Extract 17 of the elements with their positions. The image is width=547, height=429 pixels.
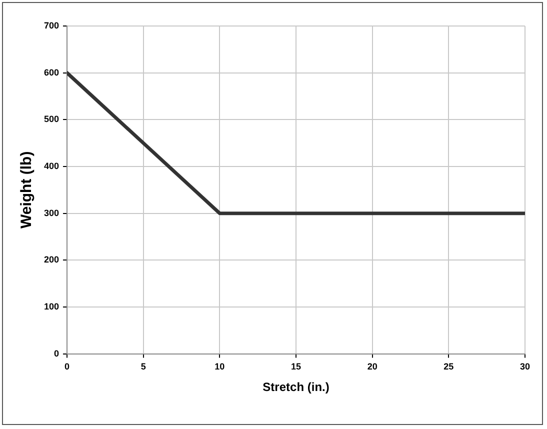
x-tick-label: 30 bbox=[520, 362, 530, 372]
x-axis-title: Stretch (in.) bbox=[262, 380, 330, 394]
y-tick-label: 500 bbox=[44, 114, 60, 124]
x-tick-label: 10 bbox=[214, 362, 225, 372]
y-tick-label: 400 bbox=[44, 160, 60, 171]
x-tick-label: 15 bbox=[291, 362, 302, 372]
y-tick-label: 700 bbox=[44, 20, 60, 30]
x-tick-label: 25 bbox=[444, 362, 454, 372]
y-tick-label: 300 bbox=[44, 208, 60, 218]
x-tick-label: 5 bbox=[140, 362, 146, 372]
y-tick-label: 200 bbox=[44, 254, 60, 265]
y-tick-label: 100 bbox=[44, 301, 60, 312]
x-tick-label: 0 bbox=[64, 362, 70, 372]
y-axis-title: Weight (lb) bbox=[18, 151, 36, 229]
y-tick-label: 0 bbox=[54, 348, 60, 358]
x-tick-label: 20 bbox=[367, 362, 378, 372]
y-tick-label: 600 bbox=[44, 67, 60, 78]
